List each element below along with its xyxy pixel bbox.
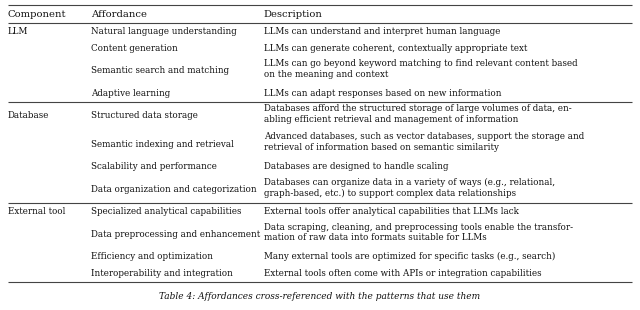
Text: Data organization and categorization: Data organization and categorization (91, 184, 257, 193)
Text: LLMs can understand and interpret human language: LLMs can understand and interpret human … (264, 27, 500, 36)
Text: Efficiency and optimization: Efficiency and optimization (91, 252, 213, 261)
Text: Data preprocessing and enhancement: Data preprocessing and enhancement (91, 230, 260, 239)
Text: Content generation: Content generation (91, 44, 178, 53)
Text: Many external tools are optimized for specific tasks (e.g., search): Many external tools are optimized for sp… (264, 252, 555, 261)
Text: Structured data storage: Structured data storage (91, 111, 198, 120)
Text: External tools offer analytical capabilities that LLMs lack: External tools offer analytical capabili… (264, 207, 518, 216)
Text: Database: Database (8, 111, 49, 120)
Text: LLM: LLM (8, 27, 28, 36)
Text: External tool: External tool (8, 207, 65, 216)
Text: LLMs can generate coherent, contextually appropriate text: LLMs can generate coherent, contextually… (264, 44, 527, 53)
Text: Component: Component (8, 10, 66, 19)
Text: Databases can organize data in a variety of ways (e.g., relational,
graph-based,: Databases can organize data in a variety… (264, 178, 555, 197)
Text: External tools often come with APIs or integration capabilities: External tools often come with APIs or i… (264, 269, 541, 278)
Text: Semantic indexing and retrieval: Semantic indexing and retrieval (91, 140, 234, 148)
Text: Affordance: Affordance (91, 10, 147, 19)
Text: Description: Description (264, 10, 323, 19)
Text: Interoperability and integration: Interoperability and integration (91, 269, 233, 278)
Text: Adaptive learning: Adaptive learning (91, 89, 170, 98)
Text: Table 4: Affordances cross-referenced with the patterns that use them: Table 4: Affordances cross-referenced wi… (159, 292, 481, 301)
Text: LLMs can go beyond keyword matching to find relevant content based
on the meanin: LLMs can go beyond keyword matching to f… (264, 59, 577, 79)
Text: Specialized analytical capabilities: Specialized analytical capabilities (91, 207, 241, 216)
Text: Databases are designed to handle scaling: Databases are designed to handle scaling (264, 162, 448, 171)
Text: Databases afford the structured storage of large volumes of data, en-
abling eff: Databases afford the structured storage … (264, 104, 572, 124)
Text: LLMs can adapt responses based on new information: LLMs can adapt responses based on new in… (264, 89, 501, 98)
Text: Natural language understanding: Natural language understanding (91, 27, 237, 36)
Text: Data scraping, cleaning, and preprocessing tools enable the transfor-
mation of : Data scraping, cleaning, and preprocessi… (264, 223, 573, 242)
Text: Advanced databases, such as vector databases, support the storage and
retrieval : Advanced databases, such as vector datab… (264, 132, 584, 152)
Text: Scalability and performance: Scalability and performance (91, 162, 217, 171)
Text: Semantic search and matching: Semantic search and matching (91, 66, 229, 75)
